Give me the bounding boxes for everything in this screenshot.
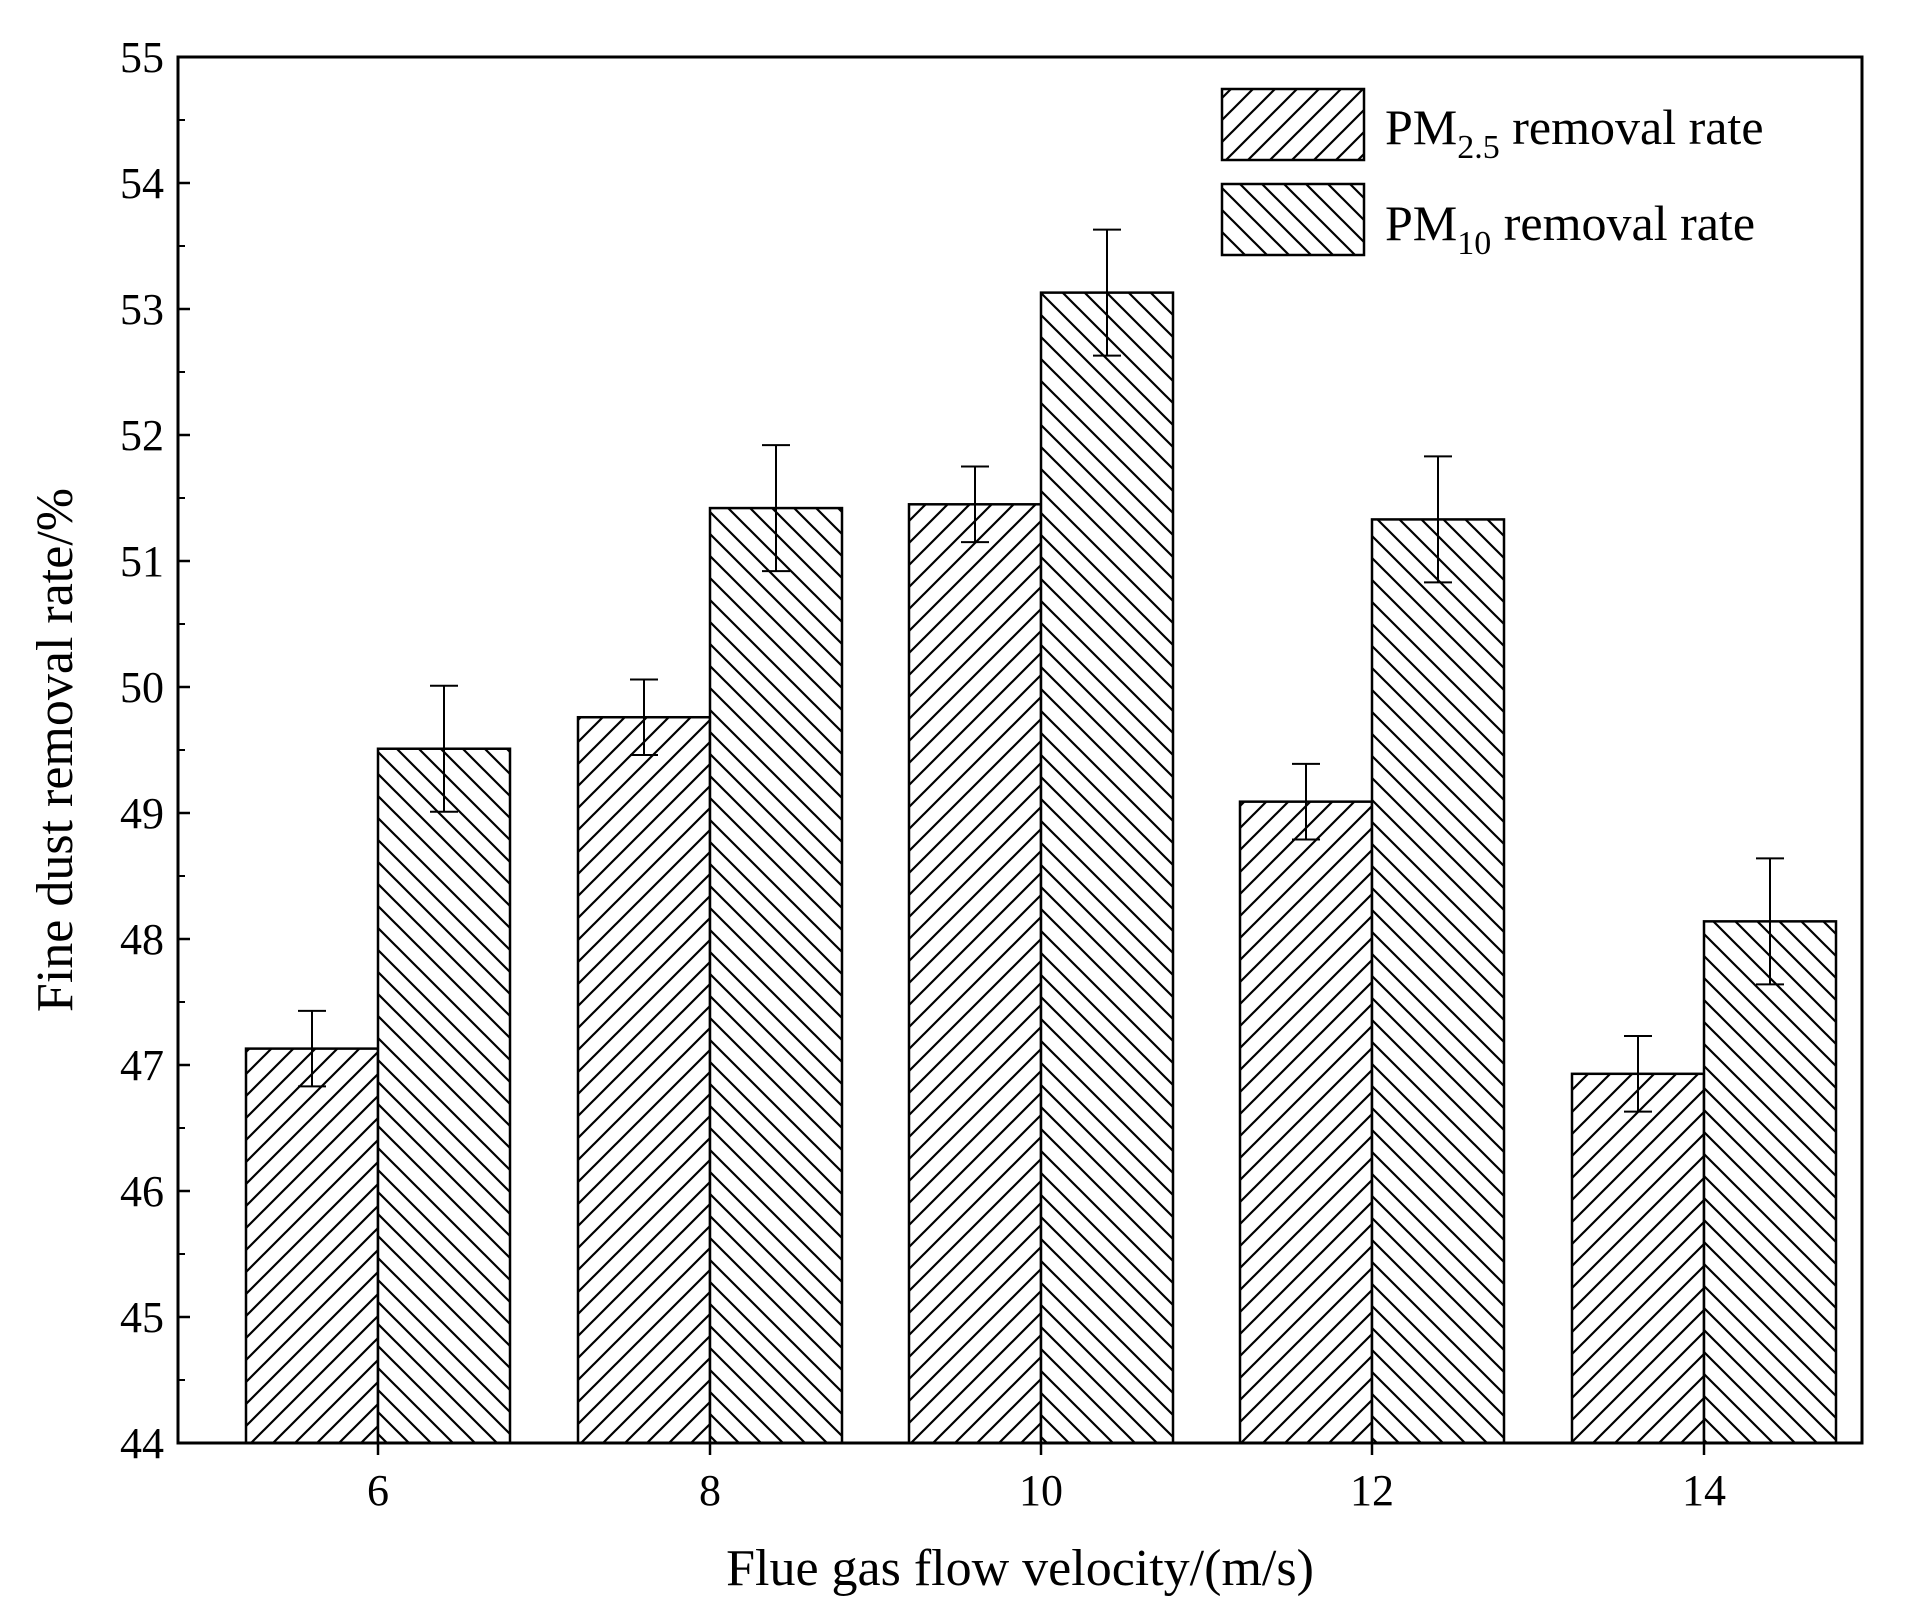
bar-pm25-14 — [1570, 1072, 1706, 1445]
legend-label-pm25-main: PM — [1385, 99, 1457, 155]
bar-pm10-8 — [708, 506, 844, 1445]
y-tick-label-45: 45 — [120, 1293, 164, 1342]
bar-pm25-10 — [907, 503, 1043, 1445]
error-bar-pm10-10 — [1093, 228, 1121, 357]
y-tick-label-46: 46 — [120, 1167, 164, 1216]
y-tick-label-47: 47 — [120, 1041, 164, 1090]
bar-pm10-12 — [1370, 518, 1506, 1445]
error-bar-pm10-8 — [762, 444, 790, 573]
error-bar-pm10-12 — [1424, 455, 1452, 584]
bar-pm10-14 — [1702, 920, 1838, 1445]
error-bar-pm25-14 — [1624, 1035, 1652, 1113]
y-tick-label-52: 52 — [120, 411, 164, 460]
svg-text:PM10 removal rate: PM10 removal rate — [1385, 195, 1755, 262]
bar-pm25-8 — [576, 715, 712, 1445]
y-tick-label-51: 51 — [120, 537, 164, 586]
error-bar-pm25-6 — [298, 1009, 326, 1088]
y-tick-label-53: 53 — [120, 285, 164, 334]
x-tick-label-12: 12 — [1350, 1466, 1394, 1515]
bar-pm10-6 — [376, 747, 512, 1445]
y-tick-label-44: 44 — [120, 1419, 164, 1468]
legend-swatch-pm10 — [1220, 182, 1366, 257]
legend-label-pm25-sub: 2.5 — [1457, 129, 1500, 166]
svg-text:PM2.5 removal rate: PM2.5 removal rate — [1385, 99, 1764, 166]
legend-item-pm10: PM10 removal rate — [1220, 182, 1755, 262]
legend-label-pm25-rest: removal rate — [1500, 99, 1764, 155]
error-bar-pm10-6 — [430, 684, 458, 813]
y-tick-label-49: 49 — [120, 789, 164, 838]
x-axis: 6 8 10 12 14 — [367, 1443, 1726, 1515]
y-tick-label-48: 48 — [120, 915, 164, 964]
x-tick-label-10: 10 — [1019, 1466, 1063, 1515]
y-tick-label-50: 50 — [120, 663, 164, 712]
legend-item-pm25: PM2.5 removal rate — [1220, 87, 1764, 166]
error-bar-pm10-14 — [1756, 857, 1784, 986]
legend-label-pm10-sub: 10 — [1457, 225, 1491, 262]
error-bar-pm25-12 — [1292, 762, 1320, 841]
y-tick-label-54: 54 — [120, 159, 164, 208]
error-bar-pm25-8 — [630, 678, 658, 757]
bar-pm10-10 — [1039, 291, 1175, 1445]
x-tick-label-8: 8 — [699, 1466, 721, 1515]
error-bar-pm25-10 — [961, 465, 989, 544]
bars-layer — [244, 291, 1838, 1445]
legend-swatch-pm25 — [1220, 87, 1366, 162]
bar-pm25-12 — [1238, 800, 1374, 1445]
error-bars-layer — [298, 228, 1784, 1113]
x-axis-title: Flue gas flow velocity/(m/s) — [726, 1540, 1314, 1597]
legend-label-pm10-main: PM — [1385, 195, 1457, 251]
y-axis-title: Fine dust removal rate/% — [27, 488, 84, 1012]
legend: PM2.5 removal rate PM10 removal rate — [1220, 87, 1764, 262]
x-tick-label-6: 6 — [367, 1466, 389, 1515]
bar-pm25-6 — [244, 1047, 380, 1445]
x-tick-label-14: 14 — [1682, 1466, 1726, 1515]
y-axis: 44 45 46 47 48 49 50 51 52 53 54 55 — [120, 33, 190, 1468]
y-tick-label-55: 55 — [120, 33, 164, 82]
legend-label-pm10-rest: removal rate — [1491, 195, 1755, 251]
